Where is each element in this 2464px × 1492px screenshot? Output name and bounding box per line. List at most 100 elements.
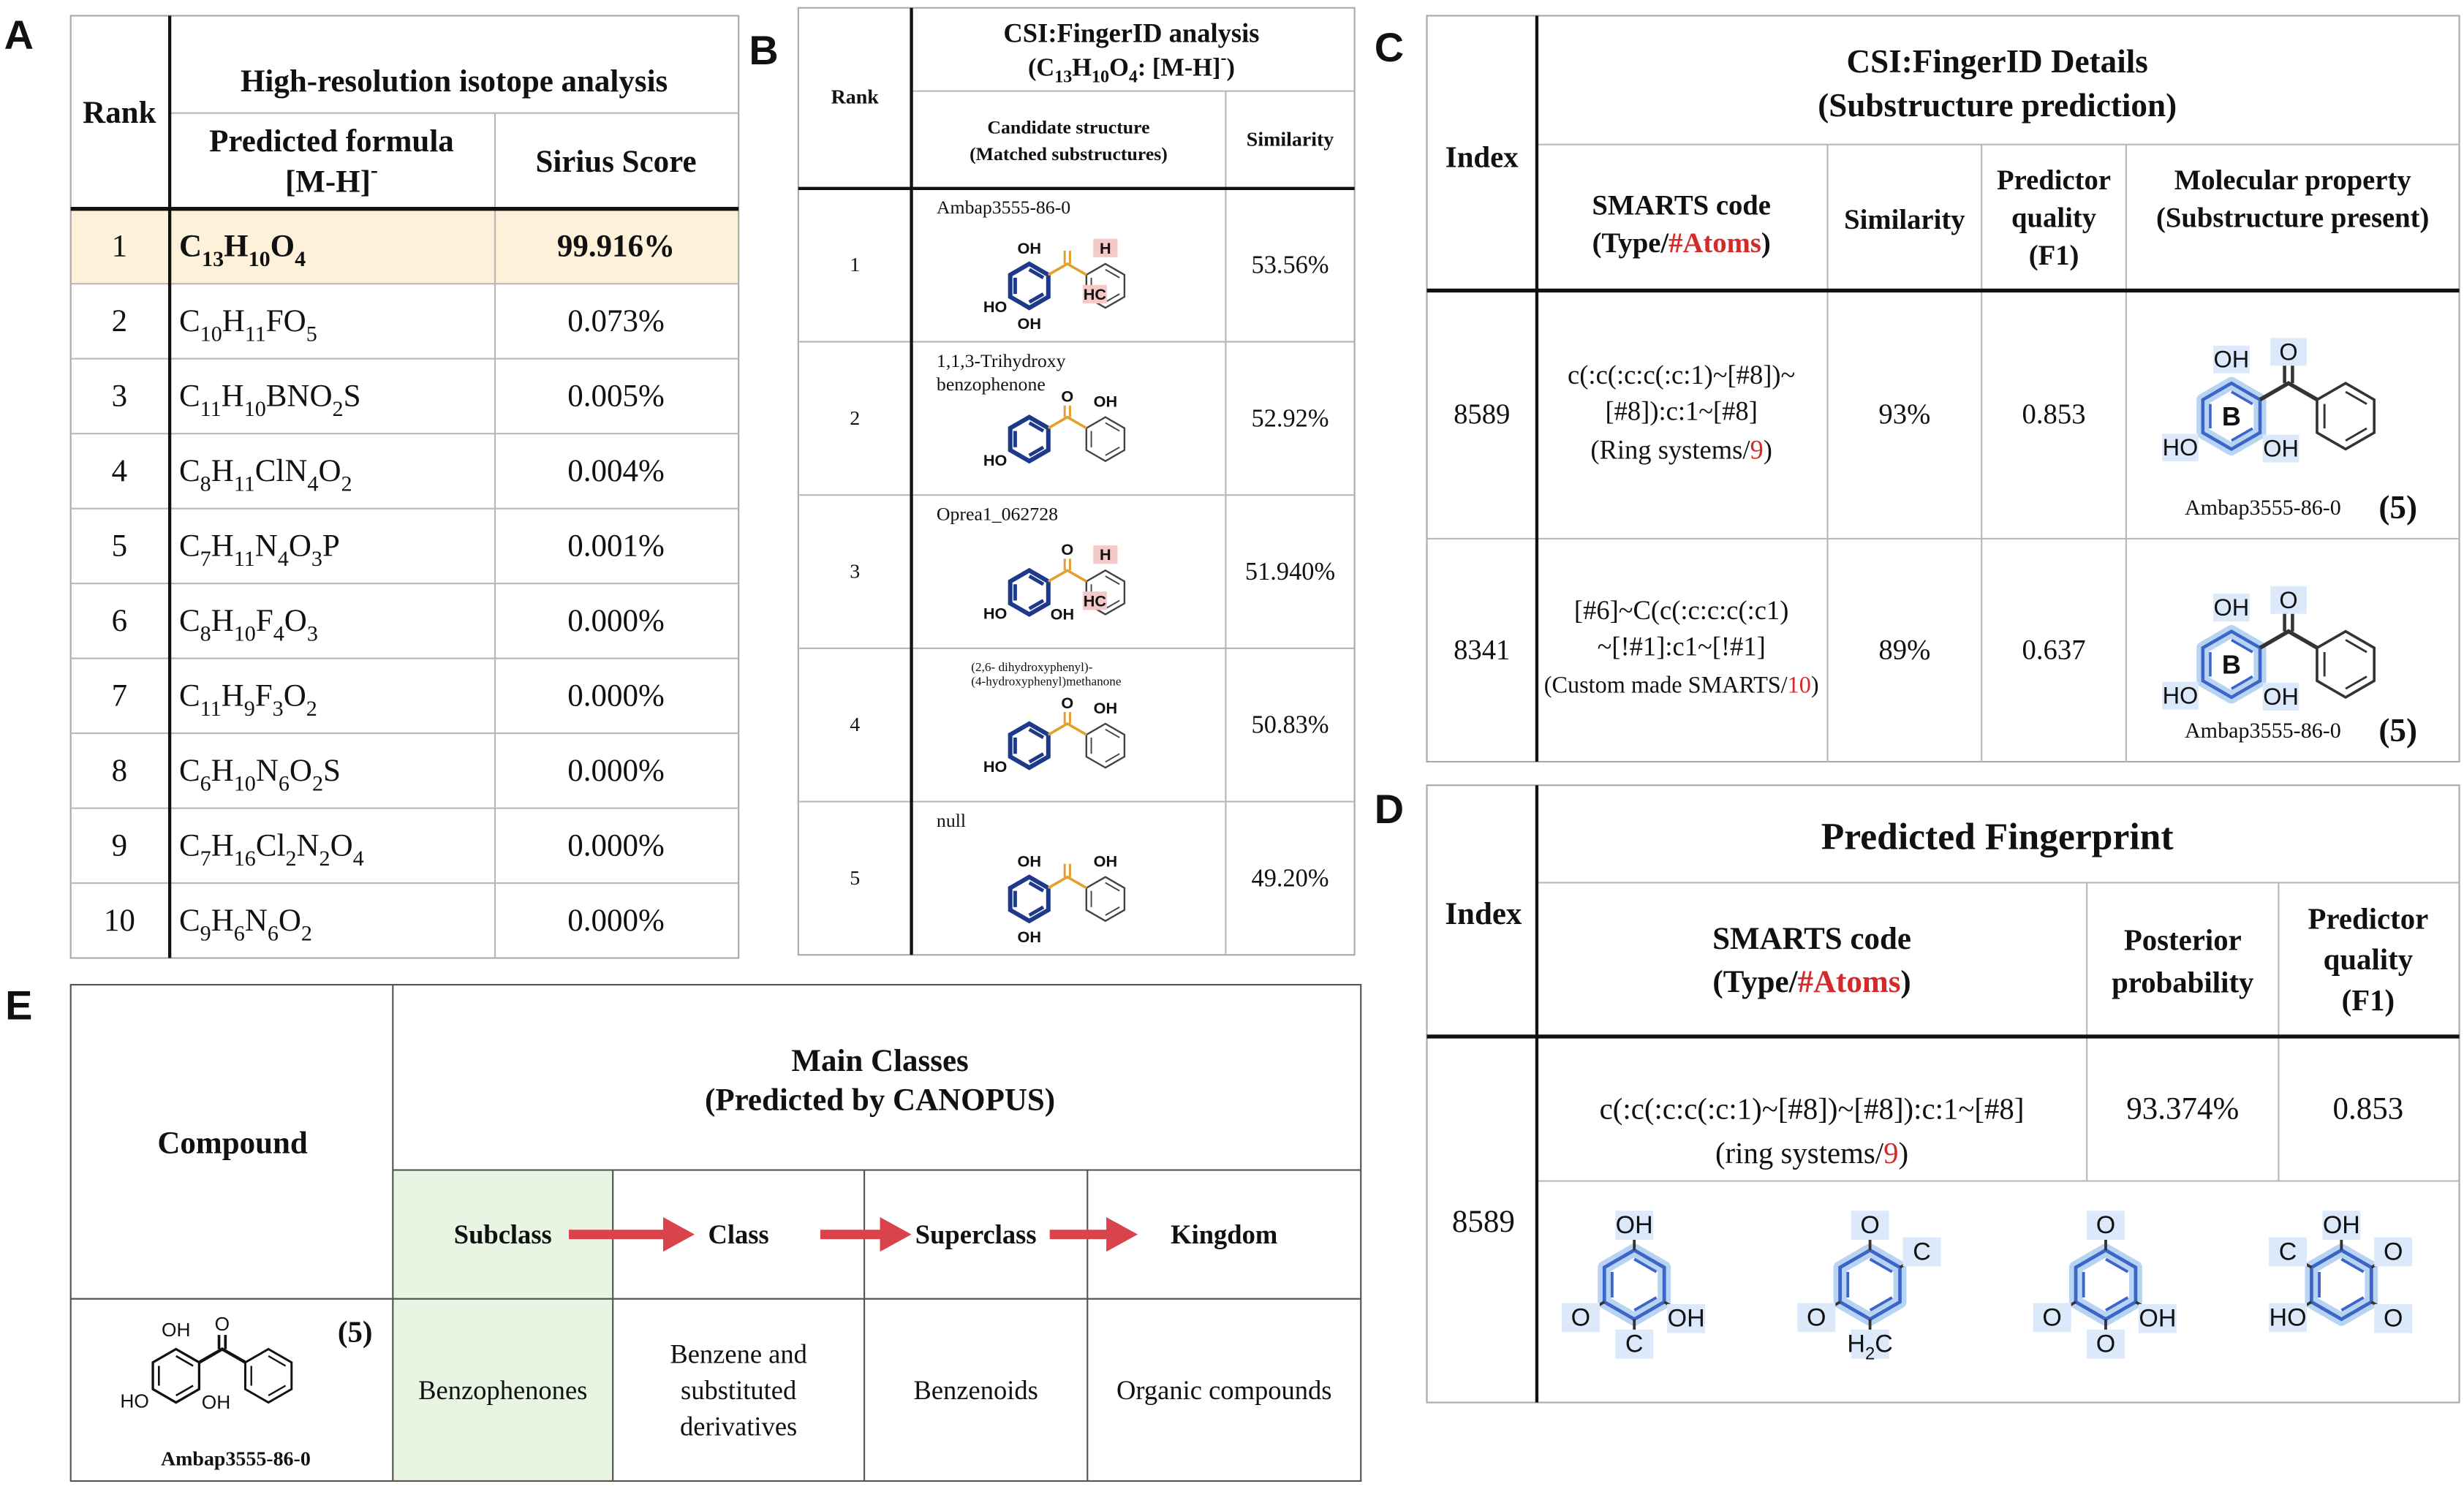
class-value: substituted	[681, 1375, 796, 1405]
ring	[1008, 567, 1051, 617]
subscript: 2	[301, 920, 312, 945]
atom-label: OH	[1094, 852, 1117, 871]
atom-bg	[1093, 698, 1118, 717]
atom-label: OH	[2139, 1305, 2176, 1333]
molecule: O OH HO	[983, 387, 1126, 469]
atom-bg	[2262, 683, 2299, 711]
label: High-resolution isotope analysis	[241, 64, 668, 99]
bond	[2259, 629, 2318, 650]
similarity: 50.83%	[1252, 711, 1329, 739]
label: Predicted formula	[209, 124, 454, 159]
atom-bg	[1017, 314, 1042, 333]
smarts: [#8]):c:1~[#8]	[1605, 395, 1757, 425]
rank: 1	[850, 254, 860, 276]
type-label: (Custom made SMARTS/10)	[1544, 672, 1819, 698]
atom-label: B	[2222, 649, 2241, 679]
double-bond	[175, 1385, 194, 1397]
quality: 0.637	[2022, 635, 2086, 665]
type-text: (Type/	[1712, 964, 1798, 999]
atom-bg	[2213, 594, 2250, 622]
atom-bg	[1093, 392, 1118, 411]
subscript: 6	[200, 770, 211, 795]
atom-label: OH	[1018, 928, 1041, 946]
atom-label: HO	[983, 451, 1007, 469]
label: Sirius Score	[535, 145, 696, 179]
subscript: 8	[200, 621, 211, 645]
atom-bg	[201, 1390, 231, 1414]
double-bond	[268, 1355, 287, 1367]
ring	[1008, 261, 1051, 311]
similarity: 53.56%	[1252, 251, 1329, 279]
atom-label: HO	[2270, 1303, 2307, 1331]
double-bond	[1105, 728, 1120, 738]
subscript: 11	[234, 471, 255, 496]
type-text: (Ring systems/	[1590, 434, 1750, 464]
atom-bg	[161, 1318, 191, 1341]
formula: C7H11N4O3P	[179, 529, 340, 570]
label: Predicted Fingerprint	[1821, 817, 2174, 858]
double-bond	[1028, 268, 1045, 279]
atom-label: OH	[1018, 314, 1041, 333]
panel-label: B	[749, 27, 778, 73]
subscript: 4	[1129, 67, 1138, 86]
label: Rank	[831, 86, 880, 109]
formula: C8H10F4O3	[179, 604, 318, 645]
atom-bg	[2162, 681, 2199, 710]
double-bond	[1869, 1257, 1893, 1273]
class-value: Benzophenones	[418, 1375, 587, 1405]
rank: 1	[112, 229, 127, 263]
atom-bg	[983, 604, 1008, 623]
double-bond	[1633, 1296, 1658, 1312]
cell	[1426, 15, 2460, 763]
panel-label: C	[1375, 24, 1404, 70]
double-bond	[1028, 421, 1045, 433]
type-text: )	[1899, 1136, 1909, 1169]
type-text: )	[1764, 434, 1772, 464]
formula: C10H11FO5	[179, 304, 317, 346]
subscript: 16	[234, 846, 256, 871]
rank: 4	[850, 713, 860, 736]
label: Candidate structure	[987, 117, 1149, 138]
rank: 5	[112, 529, 127, 563]
ring	[244, 1347, 293, 1404]
subscript: 6	[279, 770, 290, 795]
atom-label: OH	[202, 1391, 230, 1413]
subscript: 10	[234, 621, 256, 645]
score: 0.000%	[567, 904, 665, 938]
double-bond	[1105, 575, 1120, 586]
panel-label: E	[5, 982, 32, 1028]
candidate-name: benzophenone	[937, 374, 1046, 395]
atom-bg	[1082, 284, 1107, 304]
molecule: OH OH OH	[1008, 852, 1126, 947]
double-bond	[2105, 1257, 2129, 1273]
atom-bg	[2270, 338, 2307, 366]
subscript: 8	[200, 471, 211, 496]
subscript: 2	[285, 846, 296, 871]
atom-label: C	[1625, 1330, 1644, 1358]
double-bond	[2231, 675, 2253, 690]
label: (F1)	[2029, 241, 2079, 271]
double-bond	[2231, 427, 2253, 442]
class-level: Kingdom	[1171, 1219, 1277, 1249]
atom-label: HC	[1084, 285, 1107, 303]
quality: 0.853	[2022, 399, 2086, 430]
compound-label: (5)	[338, 1315, 373, 1348]
label: (F1)	[2342, 984, 2395, 1017]
rank: 3	[112, 379, 127, 413]
formula: C7H16Cl2N2O4	[179, 828, 364, 870]
cell	[393, 1170, 613, 1481]
subscript: 3	[311, 546, 322, 571]
label: (Predicted by CANOPUS)	[705, 1083, 1055, 1117]
candidate-name: (4-hydroxyphenyl)methanone	[971, 674, 1122, 688]
label: SMARTS code	[1712, 922, 1911, 956]
ring	[2316, 629, 2376, 699]
subscript: 2	[1865, 1344, 1875, 1364]
compound-label: (5)	[2378, 712, 2417, 749]
label: [M-H]-	[285, 157, 378, 199]
double-bond	[1028, 881, 1045, 893]
double-bond	[1105, 599, 1120, 610]
atom-label: B	[2222, 401, 2241, 431]
double-bond	[1869, 1296, 1893, 1312]
subscript: 7	[200, 546, 211, 571]
subscript: 11	[200, 696, 222, 721]
